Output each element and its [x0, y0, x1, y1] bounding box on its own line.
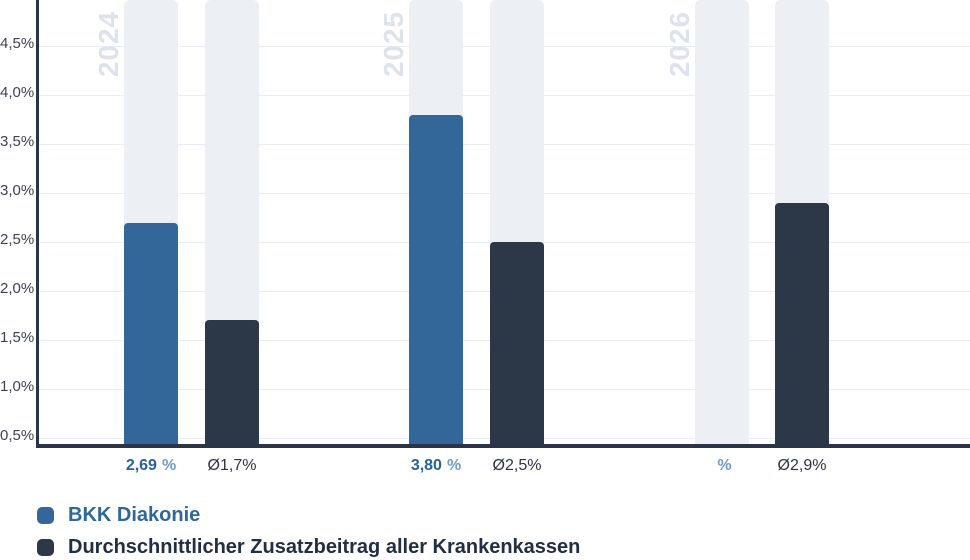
value-label-bkk-diakonie: % [662, 456, 782, 476]
bar-durchschnitt[interactable] [490, 242, 544, 447]
y-axis-tick-label: 3,0% [0, 182, 35, 199]
bar-durchschnitt[interactable] [205, 320, 259, 447]
y-axis-tick-label: 2,0% [0, 280, 35, 297]
legend-marker-durchschnitt [37, 539, 54, 556]
y-axis-tick-label: 2,5% [0, 231, 35, 248]
y-axis-line [36, 0, 39, 448]
value-label-durchschnitt: Ø2,5% [492, 457, 542, 474]
legend-item-durchschnitt[interactable]: Durchschnittlicher Zusatzbeitrag aller K… [37, 536, 580, 559]
y-axis-tick-label: 0,5% [0, 427, 35, 444]
value-percent-suffix: % [161, 457, 177, 474]
value-label-durchschnitt: Ø2,9% [777, 457, 827, 474]
legend-marker-bkk-diakonie [37, 507, 54, 524]
x-axis-line [36, 444, 970, 448]
y-axis-tick-label: 4,5% [0, 35, 35, 52]
value-percent-suffix: % [446, 457, 462, 474]
column-background-band [695, 0, 749, 444]
y-axis-tick-label: 1,0% [0, 378, 35, 395]
y-axis-tick-label: 4,0% [0, 84, 35, 101]
value-number: 3,80 [410, 457, 442, 474]
value-label-bkk-diakonie: 2,69% [91, 456, 211, 476]
legend-label-bkk-diakonie: BKK Diakonie [68, 504, 201, 526]
legend: BKK Diakonie Durchschnittlicher Zusatzbe… [37, 504, 580, 560]
value-number: 2,69 [125, 457, 157, 474]
year-label: 2024 [93, 10, 124, 78]
value-label-durchschnitt: Ø1,7% [207, 457, 257, 474]
value-percent-suffix: % [717, 457, 732, 474]
bar-durchschnitt[interactable] [775, 202, 829, 447]
bar-bkk-diakonie[interactable] [409, 114, 463, 447]
legend-item-bkk-diakonie[interactable]: BKK Diakonie [37, 504, 580, 527]
year-label: 2025 [378, 10, 409, 78]
y-axis-tick-label: 1,5% [0, 329, 35, 346]
bar-bkk-diakonie[interactable] [124, 223, 178, 447]
year-label: 2026 [664, 10, 695, 78]
y-axis-tick-label: 3,5% [0, 133, 35, 150]
value-label-bkk-diakonie: 3,80% [376, 456, 496, 476]
legend-label-durchschnitt: Durchschnittlicher Zusatzbeitrag aller K… [68, 536, 581, 558]
